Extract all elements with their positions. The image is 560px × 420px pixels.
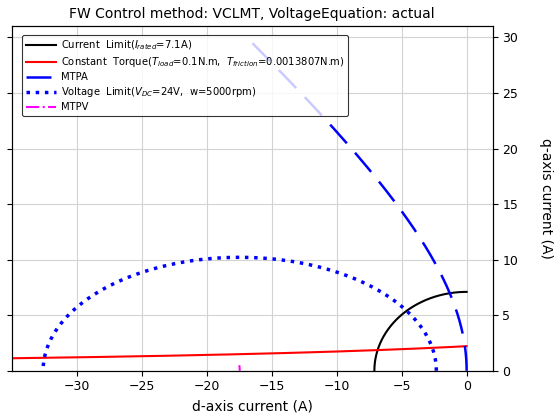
MTPA [253,45,260,50]
MTPA [396,206,403,211]
Current  Limit($I_{rated}$=7.1A) [403,309,409,314]
Constant  Torque($T_{load}$=0.1N.m,  $T_{friction}$=0.0013807N.m) [192,353,199,358]
MTPA [243,35,250,40]
Current  Limit($I_{rated}$=7.1A) [463,289,470,294]
Current  Limit($I_{rated}$=7.1A) [371,368,378,373]
MTPV [236,363,242,368]
MTPA [253,45,260,50]
Constant  Torque($T_{load}$=0.1N.m,  $T_{friction}$=0.0013807N.m) [371,348,378,353]
Title: FW Control method: VCLMT, VoltageEquation: actual: FW Control method: VCLMT, VoltageEquatio… [69,7,435,21]
Constant  Torque($T_{load}$=0.1N.m,  $T_{friction}$=0.0013807N.m) [55,355,62,360]
Voltage  Limit($V_{DC}$=24V,  w=5000rpm) [236,255,243,260]
Voltage  Limit($V_{DC}$=24V,  w=5000rpm) [82,298,88,303]
Line: Constant  Torque($T_{load}$=0.1N.m,  $T_{friction}$=0.0013807N.m): Constant Torque($T_{load}$=0.1N.m, $T_{f… [12,346,466,358]
Constant  Torque($T_{load}$=0.1N.m,  $T_{friction}$=0.0013807N.m) [8,356,15,361]
Voltage  Limit($V_{DC}$=24V,  w=5000rpm) [433,368,440,373]
Legend: Current  Limit($I_{rated}$=7.1A), Constant  Torque($T_{load}$=0.1N.m,  $T_{frict: Current Limit($I_{rated}$=7.1A), Constan… [22,35,348,116]
Voltage  Limit($V_{DC}$=24V,  w=5000rpm) [40,368,46,373]
Line: Voltage  Limit($V_{DC}$=24V,  w=5000rpm): Voltage Limit($V_{DC}$=24V, w=5000rpm) [43,257,436,371]
MTPA [463,351,469,356]
MTPV [236,368,243,373]
Voltage  Limit($V_{DC}$=24V,  w=5000rpm) [40,358,47,363]
MTPA [312,106,319,111]
Constant  Torque($T_{load}$=0.1N.m,  $T_{friction}$=0.0013807N.m) [363,348,370,353]
Constant  Torque($T_{load}$=0.1N.m,  $T_{friction}$=0.0013807N.m) [209,352,216,357]
Constant  Torque($T_{load}$=0.1N.m,  $T_{friction}$=0.0013807N.m) [321,349,328,354]
X-axis label: d-axis current (A): d-axis current (A) [192,399,312,413]
Current  Limit($I_{rated}$=7.1A) [396,314,403,319]
Y-axis label: q-axis current (A): q-axis current (A) [539,138,553,259]
MTPV [236,367,243,372]
MTPV [236,363,242,368]
MTPA [403,215,409,220]
MTPV [236,367,243,372]
Line: Current  Limit($I_{rated}$=7.1A): Current Limit($I_{rated}$=7.1A) [375,292,466,371]
Voltage  Limit($V_{DC}$=24V,  w=5000rpm) [245,255,251,260]
MTPV [236,368,243,373]
Voltage  Limit($V_{DC}$=24V,  w=5000rpm) [261,256,268,261]
Current  Limit($I_{rated}$=7.1A) [437,292,444,297]
Current  Limit($I_{rated}$=7.1A) [395,315,402,320]
MTPV [236,363,242,368]
Current  Limit($I_{rated}$=7.1A) [460,289,466,294]
MTPV [236,368,243,373]
MTPA [463,368,470,373]
Constant  Torque($T_{load}$=0.1N.m,  $T_{friction}$=0.0013807N.m) [463,344,470,349]
Voltage  Limit($V_{DC}$=24V,  w=5000rpm) [431,350,437,355]
Voltage  Limit($V_{DC}$=24V,  w=5000rpm) [40,358,47,363]
Line: MTPA: MTPA [246,37,466,371]
Current  Limit($I_{rated}$=7.1A) [408,305,415,310]
